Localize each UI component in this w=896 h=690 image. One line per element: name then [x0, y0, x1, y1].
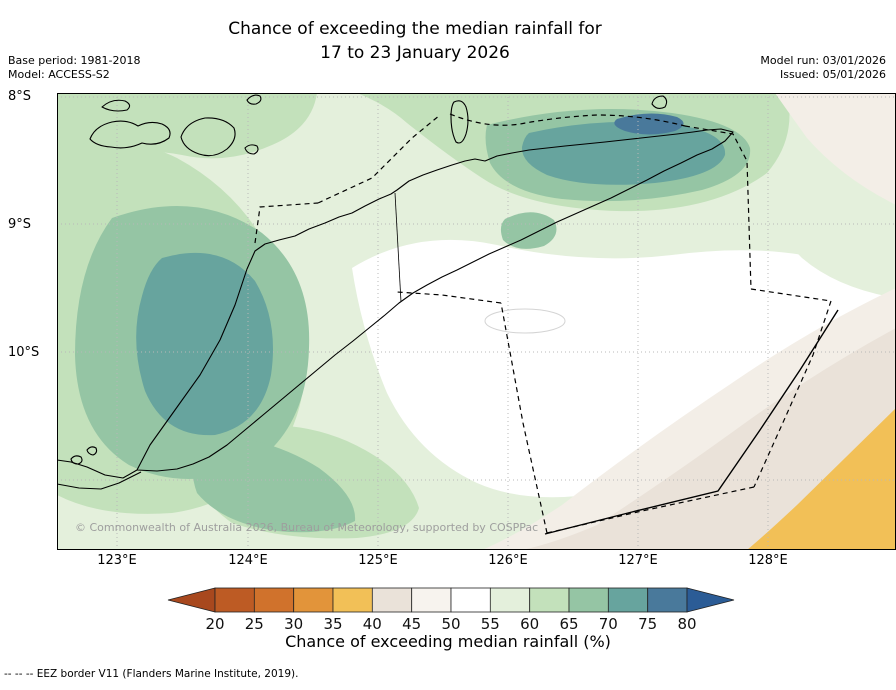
- contour-band-70-75-left-core: [136, 252, 273, 436]
- colorbar-tick: 75: [638, 615, 657, 633]
- small-island-coast-1: [244, 144, 259, 155]
- lon-label-125e: 125°E: [358, 553, 398, 568]
- contour-band-35-40-corner: [747, 408, 896, 550]
- colorbar-tick: 35: [323, 615, 342, 633]
- copyright-note: © Commonwealth of Australia 2026, Bureau…: [75, 521, 539, 534]
- title-line-1: Chance of exceeding the median rainfall …: [228, 19, 602, 39]
- issued-text: Issued: 05/01/2026: [779, 68, 886, 81]
- model-text: Model: ACCESS-S2: [8, 68, 110, 81]
- lon-label-128e: 128°E: [748, 553, 788, 568]
- colorbar-tick: 45: [402, 615, 421, 633]
- meta-left: Base period: 1981-2018 Model: ACCESS-S2: [8, 54, 140, 82]
- lat-label-9s: 9°S: [8, 217, 32, 232]
- atauro-island-coast: [450, 100, 469, 144]
- lon-label-124e: 124°E: [228, 553, 268, 568]
- colorbar-band: [214, 587, 255, 613]
- lat-label-8s: 8°S: [8, 89, 32, 104]
- contour-band-65-70-small-patch: [500, 212, 557, 249]
- colorbar-tick: 50: [441, 615, 460, 633]
- lat-label-10s: 10°S: [8, 345, 40, 360]
- west-timor-tail-coast: [56, 459, 142, 490]
- islet-coast-2: [86, 446, 98, 456]
- base-period-text: Base period: 1981-2018: [8, 54, 141, 67]
- colorbar-tick: 40: [363, 615, 382, 633]
- colorbar-band: [293, 587, 334, 613]
- colorbar-band: [371, 587, 413, 613]
- lon-label-123e: 123°E: [97, 553, 137, 568]
- colorbar-band: [607, 587, 649, 613]
- eez-segment-north: [449, 113, 686, 127]
- colorbar-label: Chance of exceeding median rainfall (%): [285, 632, 611, 651]
- eez-segment-south: [396, 291, 755, 534]
- eez-segment-oecusse: [254, 202, 319, 244]
- map-area: © Commonwealth of Australia 2026, Bureau…: [56, 93, 896, 550]
- small-island-coast-2: [101, 99, 131, 112]
- contour-band-40-45-southeast: [522, 328, 896, 550]
- colorbar-arrow-low: [167, 587, 216, 613]
- contour-band-45-50-topright: [775, 93, 896, 205]
- contour-band-55-60-right: [757, 133, 896, 298]
- title-line-2: 17 to 23 January 2026: [320, 43, 510, 63]
- rainfall-map: [56, 93, 896, 550]
- colorbar-tick: 25: [245, 615, 264, 633]
- colorbar-band: [489, 587, 531, 613]
- colorbar-arrow-high: [686, 587, 735, 613]
- islet-coast-1: [70, 455, 83, 465]
- contour-fills: [57, 93, 896, 550]
- colorbar-tick: 20: [205, 615, 224, 633]
- colorbar-tick: 55: [481, 615, 500, 633]
- model-run-text: Model run: 03/01/2026: [760, 54, 886, 67]
- colorbar: 20 25 30 35 40 45 50 55 60 65 70 75 80: [167, 587, 735, 633]
- graticule-lines: [57, 93, 896, 550]
- colorbar-band: [647, 587, 688, 613]
- colorbar-band: [529, 587, 570, 613]
- treaty-boundary-line: [544, 309, 839, 535]
- colorbar-band: [332, 587, 373, 613]
- contour-band-65-70-tongue: [192, 433, 356, 533]
- colorbar-band: [450, 587, 491, 613]
- colorbar-tick: 65: [559, 615, 578, 633]
- page-title: Chance of exceeding the median rainfall …: [0, 17, 830, 65]
- contour-band-75-80-northeast: [614, 113, 684, 135]
- colorbar-tick: 30: [284, 615, 303, 633]
- colorbar-band: [568, 587, 609, 613]
- contour-line-50-closed: [484, 308, 566, 334]
- meta-right: Model run: 03/01/2026 Issued: 05/01/2026: [760, 54, 886, 82]
- alor-island-coast: [89, 120, 171, 149]
- pantar-island-coast: [180, 117, 236, 157]
- colorbar-cells: [167, 587, 735, 613]
- eez-segment-northwest: [317, 114, 441, 204]
- land-border-line: [394, 192, 402, 303]
- eez-segment-east: [684, 125, 832, 488]
- small-island-coast-3: [246, 94, 262, 105]
- kisar-island-coast: [651, 95, 668, 110]
- eez-legend-note: -- -- -- EEZ border V11 (Flanders Marine…: [4, 668, 299, 680]
- eez-border-dashed: [254, 113, 832, 534]
- colorbar-band: [253, 587, 295, 613]
- lon-label-126e: 126°E: [488, 553, 528, 568]
- colorbar-ticks: 20 25 30 35 40 45 50 55 60 65 70 75 80: [205, 615, 696, 633]
- colorbar-band: [411, 587, 452, 613]
- contour-band-70-75-northeast: [521, 121, 726, 185]
- colorbar-tick: 80: [677, 615, 696, 633]
- colorbar-tick: 70: [599, 615, 618, 633]
- lon-label-127e: 127°E: [618, 553, 658, 568]
- colorbar-tick: 60: [520, 615, 539, 633]
